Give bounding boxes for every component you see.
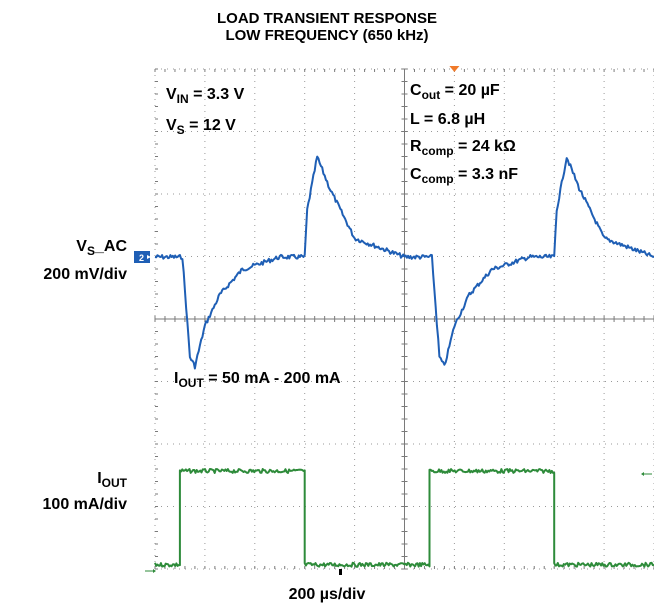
- ch2-name-label: VS_AC: [76, 238, 127, 258]
- vs-label: VS = 12 V: [166, 117, 236, 137]
- rcomp-label: Rcomp = 24 kΩ: [410, 138, 516, 158]
- ch1-name-label: IOUT: [97, 470, 127, 490]
- time-cursor-mark-icon: [339, 569, 342, 575]
- ch2-reference-marker-icon: [134, 251, 150, 263]
- trigger-level-arrow-icon: [641, 472, 644, 476]
- ccomp-label: Ccomp = 3.3 nF: [410, 166, 519, 186]
- timebase-label: 200 µs/div: [288, 586, 366, 603]
- chart-title-line1: LOAD TRANSIENT RESPONSE: [216, 10, 438, 27]
- cout-label: Cout = 20 µF: [410, 82, 500, 102]
- ch2-marker-arrow-icon: [147, 255, 151, 259]
- ch2-reference-marker-label: 2: [139, 253, 144, 263]
- series-line-v-s-ac: [154, 155, 654, 370]
- ch1-scale-label: 100 mA/div: [42, 496, 127, 513]
- ch2-scale-label: 200 mV/div: [43, 266, 127, 283]
- chart-title-line2: LOW FREQUENCY (650 kHz): [225, 27, 429, 44]
- vin-label: VIN = 3.3 V: [166, 86, 245, 106]
- trigger-marker-icon: [449, 66, 460, 72]
- inductance-label: L = 6.8 µH: [410, 111, 486, 128]
- ch1-ground-arrow-icon: [153, 569, 156, 573]
- iout-range-label: IOUT = 50 mA - 200 mA: [174, 370, 341, 390]
- series-line-i-out: [154, 468, 654, 568]
